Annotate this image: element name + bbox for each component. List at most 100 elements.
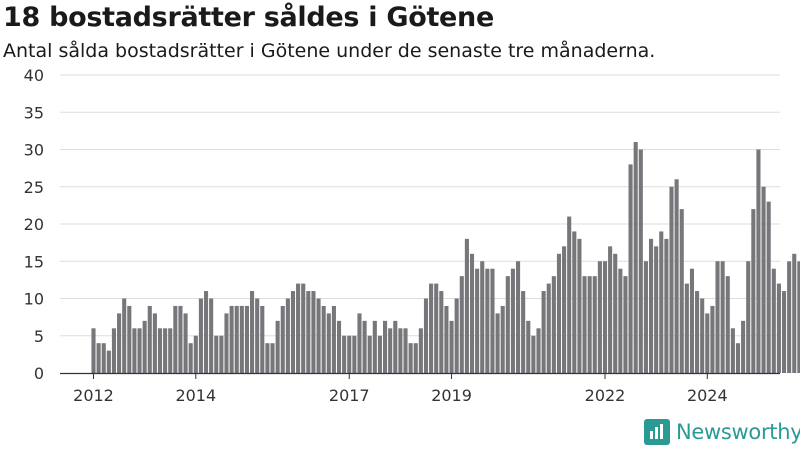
bar bbox=[444, 305, 449, 373]
y-tick-label: 5 bbox=[34, 327, 44, 346]
bar bbox=[393, 320, 398, 373]
bar bbox=[352, 335, 357, 373]
bar bbox=[336, 320, 342, 373]
bar bbox=[500, 305, 505, 373]
bar bbox=[244, 305, 249, 373]
bar bbox=[720, 261, 725, 373]
newsworthy-logo-icon bbox=[644, 419, 670, 445]
bar bbox=[536, 328, 541, 373]
bar bbox=[648, 238, 654, 373]
bar bbox=[301, 283, 306, 373]
bar bbox=[746, 261, 751, 373]
bar bbox=[725, 276, 730, 373]
bar bbox=[209, 298, 214, 373]
bar bbox=[214, 335, 219, 373]
bar bbox=[398, 328, 403, 373]
bar bbox=[127, 305, 132, 373]
bar bbox=[608, 246, 613, 373]
bar bbox=[679, 209, 684, 373]
bar bbox=[418, 328, 423, 373]
bar bbox=[797, 261, 800, 373]
bar bbox=[96, 343, 101, 373]
bar bbox=[132, 328, 137, 373]
bar bbox=[526, 320, 531, 373]
bar bbox=[490, 268, 495, 373]
bar bbox=[106, 350, 111, 373]
bar bbox=[735, 343, 741, 373]
bar bbox=[485, 268, 490, 373]
bar bbox=[101, 343, 106, 373]
bar bbox=[741, 320, 746, 373]
bar bbox=[495, 313, 500, 373]
bar bbox=[792, 253, 797, 373]
bar bbox=[383, 320, 388, 373]
bar bbox=[413, 343, 418, 373]
bar bbox=[521, 291, 526, 373]
bar bbox=[275, 320, 280, 373]
chart-title: 18 bostadsrätter såldes i Götene bbox=[3, 2, 494, 33]
bar bbox=[326, 313, 331, 373]
bar bbox=[787, 261, 792, 373]
bar bbox=[152, 313, 157, 373]
y-tick-label: 30 bbox=[24, 141, 44, 160]
bar bbox=[633, 142, 638, 373]
y-tick-label: 40 bbox=[24, 66, 44, 85]
y-tick-label: 25 bbox=[24, 178, 44, 197]
bar bbox=[342, 335, 347, 373]
bar bbox=[551, 276, 556, 373]
y-tick-label: 35 bbox=[24, 103, 44, 122]
bar bbox=[203, 291, 209, 373]
bar bbox=[142, 320, 147, 373]
bar bbox=[117, 313, 122, 373]
bar bbox=[260, 305, 265, 373]
bar bbox=[659, 231, 664, 373]
bar bbox=[321, 305, 326, 373]
bar bbox=[695, 291, 700, 373]
bar bbox=[280, 305, 285, 373]
bar bbox=[674, 179, 679, 373]
bar bbox=[572, 231, 577, 373]
bar bbox=[597, 261, 602, 373]
bar bbox=[219, 335, 224, 373]
bar bbox=[715, 261, 720, 373]
bar bbox=[255, 298, 260, 373]
bar bbox=[459, 276, 464, 373]
bar bbox=[168, 328, 173, 373]
bar bbox=[137, 328, 142, 373]
x-axis: 2012 2014 2017 2019 2022 2024 bbox=[60, 372, 780, 405]
bar bbox=[439, 291, 444, 373]
bar bbox=[331, 305, 336, 373]
bar bbox=[556, 253, 562, 373]
y-axis-ticks: 0 5 10 15 20 25 30 35 40 bbox=[24, 66, 44, 383]
bar bbox=[434, 283, 439, 373]
bar bbox=[710, 305, 715, 373]
bar bbox=[157, 328, 163, 373]
bar bbox=[290, 291, 296, 373]
bar bbox=[546, 283, 551, 373]
bar bbox=[587, 276, 592, 373]
bar bbox=[449, 320, 454, 373]
bar bbox=[91, 328, 96, 373]
bar bbox=[664, 238, 669, 373]
bar bbox=[531, 335, 536, 373]
bar bbox=[372, 320, 377, 373]
bar bbox=[198, 298, 203, 373]
newsworthy-logo: Newsworthy bbox=[644, 419, 800, 445]
bar bbox=[234, 305, 239, 373]
bar bbox=[408, 343, 413, 373]
bar bbox=[628, 164, 633, 373]
x-tick-label: 2017 bbox=[329, 386, 370, 405]
x-tick-label: 2014 bbox=[175, 386, 216, 405]
bar bbox=[771, 268, 776, 373]
bar bbox=[347, 335, 352, 373]
bar bbox=[684, 283, 689, 373]
bar bbox=[766, 201, 771, 373]
bar bbox=[429, 283, 434, 373]
bar bbox=[464, 238, 469, 373]
bar bbox=[122, 298, 127, 373]
y-tick-label: 15 bbox=[24, 252, 44, 271]
bar bbox=[700, 298, 705, 373]
bar bbox=[362, 320, 367, 373]
bar bbox=[183, 313, 188, 373]
